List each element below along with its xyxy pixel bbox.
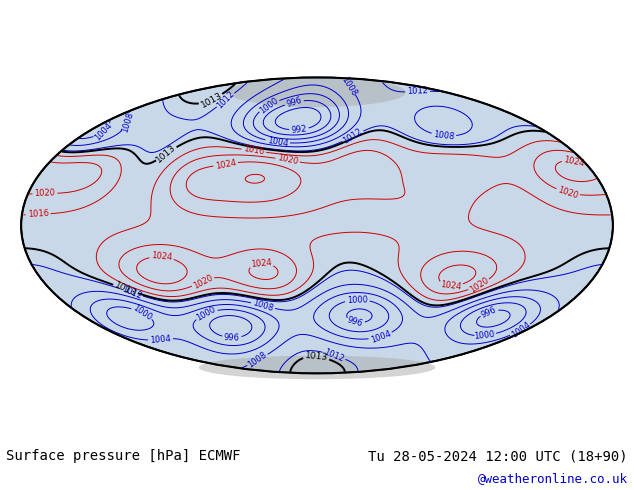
Text: 1024: 1024 [214, 158, 236, 171]
Text: 1013: 1013 [304, 351, 328, 362]
Text: 996: 996 [224, 333, 240, 343]
Text: 1000: 1000 [347, 295, 368, 305]
Text: 1008: 1008 [432, 130, 455, 142]
Text: 1000: 1000 [473, 330, 495, 341]
Text: 1016: 1016 [243, 145, 265, 157]
Text: 992: 992 [291, 124, 307, 135]
Text: 1000: 1000 [131, 303, 153, 322]
Text: 1004: 1004 [93, 121, 114, 142]
Ellipse shape [228, 77, 406, 107]
Text: 996: 996 [285, 96, 303, 109]
Ellipse shape [198, 356, 436, 379]
Text: 1020: 1020 [557, 185, 579, 200]
Text: 1012: 1012 [120, 284, 143, 300]
Ellipse shape [21, 77, 613, 373]
Text: Surface pressure [hPa] ECMWF: Surface pressure [hPa] ECMWF [6, 449, 241, 463]
Text: 1004: 1004 [266, 136, 288, 148]
Text: 1004: 1004 [510, 320, 532, 340]
Text: Tu 28-05-2024 12:00 UTC (18+90): Tu 28-05-2024 12:00 UTC (18+90) [368, 449, 628, 463]
Text: 1004: 1004 [369, 329, 392, 344]
Text: 1000: 1000 [257, 96, 280, 115]
Text: 1024: 1024 [151, 251, 172, 263]
Text: 1012: 1012 [323, 347, 346, 364]
Text: 1000: 1000 [195, 305, 217, 323]
Text: 1012: 1012 [407, 87, 428, 97]
Text: 1008: 1008 [120, 111, 135, 133]
Text: 1013: 1013 [113, 280, 138, 298]
Text: 1012: 1012 [215, 90, 236, 111]
Text: @weatheronline.co.uk: @weatheronline.co.uk [477, 472, 628, 485]
Text: 1024: 1024 [563, 155, 586, 168]
Text: 1020: 1020 [468, 275, 490, 294]
Text: 1008: 1008 [340, 75, 359, 98]
Text: 1024: 1024 [250, 258, 272, 269]
Text: 1020: 1020 [191, 272, 214, 291]
Text: 1013: 1013 [199, 91, 224, 109]
Text: 1004: 1004 [150, 334, 171, 345]
Text: 1013: 1013 [155, 143, 178, 165]
Text: 1008: 1008 [247, 350, 269, 370]
Text: 1020: 1020 [34, 189, 56, 198]
Text: 1016: 1016 [27, 209, 49, 220]
Text: 1012: 1012 [342, 127, 364, 146]
Text: 996: 996 [480, 305, 498, 319]
Text: 1024: 1024 [440, 280, 462, 292]
Text: 1008: 1008 [252, 298, 275, 313]
Text: 1020: 1020 [276, 153, 299, 167]
Text: 996: 996 [346, 316, 364, 329]
